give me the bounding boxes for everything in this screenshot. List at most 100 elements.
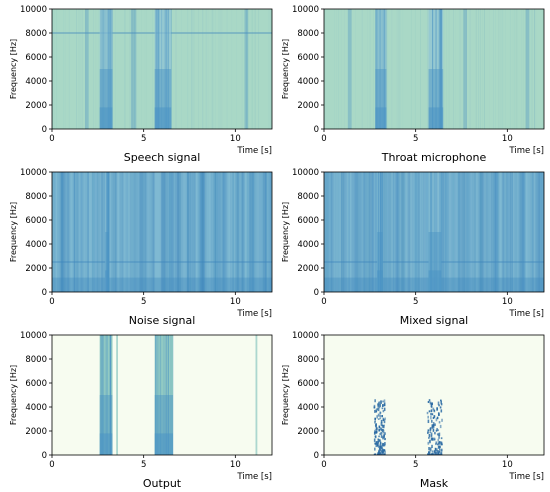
noise-streak xyxy=(140,172,143,292)
noise-streak xyxy=(541,172,544,292)
noise-streak xyxy=(115,172,117,292)
panel-caption: Output xyxy=(143,477,182,490)
noise-streak xyxy=(226,172,229,292)
mask-mark xyxy=(438,404,440,407)
speech-striation xyxy=(107,172,109,292)
noise-streak xyxy=(191,172,193,292)
spectrogram-panel-5: 0 2000 4000 6000 8000 10000 0 5 10 Frequency [Hz]… xyxy=(281,331,545,490)
mask-mark xyxy=(430,409,433,413)
noise-streak xyxy=(352,172,355,292)
mask-mark xyxy=(382,436,384,440)
mask-mark xyxy=(378,435,380,438)
noise-streak xyxy=(354,172,357,292)
noise-streak xyxy=(175,172,179,292)
mask-mark xyxy=(440,409,443,413)
speech-striation xyxy=(436,172,438,292)
noise-streak xyxy=(263,172,267,292)
noise-streak xyxy=(510,172,513,292)
mask-mark xyxy=(432,421,435,425)
speech-striation xyxy=(381,172,383,292)
noise-streak xyxy=(538,172,541,292)
noise-streak xyxy=(263,172,267,292)
speech-striation xyxy=(440,172,442,292)
noise-streak xyxy=(494,172,497,292)
noise-streak xyxy=(187,172,191,292)
y-tick-label: 8000 xyxy=(297,29,319,39)
noise-streak xyxy=(357,172,359,292)
mask-mark xyxy=(378,453,381,455)
mask-mark xyxy=(375,441,378,445)
weak-segment xyxy=(130,9,137,129)
mask-mark xyxy=(374,419,376,423)
noise-streak xyxy=(325,172,329,292)
noise-streak xyxy=(368,172,372,292)
noise-streak xyxy=(490,172,494,292)
noise-streak xyxy=(64,172,67,292)
noise-streak xyxy=(491,172,494,292)
speech-striation xyxy=(110,9,112,129)
speech-striation xyxy=(167,335,169,455)
noise-streak xyxy=(401,172,405,292)
mask-mark xyxy=(434,423,436,426)
speech-striation xyxy=(156,335,158,455)
noise-streak xyxy=(76,172,80,292)
x-tick-label: 5 xyxy=(141,460,146,470)
noise-streak xyxy=(67,172,70,292)
mask-mark xyxy=(384,437,386,441)
mask-mark xyxy=(436,453,438,455)
noise-streak xyxy=(458,172,461,292)
mask-mark xyxy=(378,402,380,406)
noise-streak xyxy=(344,172,346,292)
noise-streak xyxy=(199,172,203,292)
noise-streak xyxy=(139,172,141,292)
noise-streak xyxy=(161,172,163,292)
noise-streak xyxy=(171,172,174,292)
mask-mark xyxy=(383,432,386,436)
speech-striation xyxy=(166,335,167,455)
speech-striation xyxy=(103,335,105,455)
mask-mark xyxy=(382,424,384,428)
y-axis-label: Frequency [Hz] xyxy=(281,365,290,425)
weak-segment xyxy=(222,172,227,292)
noise-streak xyxy=(183,172,186,292)
mask-mark xyxy=(433,453,436,455)
noise-streak xyxy=(448,172,451,292)
mask-mark xyxy=(382,448,384,452)
mask-mark xyxy=(426,411,429,415)
mask-mark xyxy=(381,428,384,433)
y-axis-label: Frequency [Hz] xyxy=(9,202,18,262)
noise-streak xyxy=(96,172,98,292)
noise-streak xyxy=(468,172,471,292)
noise-streak xyxy=(400,172,404,292)
noise-streak xyxy=(395,172,398,292)
mask-mark xyxy=(430,447,432,451)
noise-streak xyxy=(202,172,206,292)
noise-streak xyxy=(149,172,152,292)
mask-mark xyxy=(374,435,377,439)
mask-mark xyxy=(432,407,435,411)
noise-streak xyxy=(93,172,97,292)
speech-striation xyxy=(107,172,108,292)
mask-mark xyxy=(382,404,384,407)
noise-streak xyxy=(324,172,327,292)
x-tick-label: 10 xyxy=(502,134,513,144)
mask-mark xyxy=(381,407,384,410)
speech-striation xyxy=(106,335,108,455)
mask-mark xyxy=(383,426,385,429)
noise-streak xyxy=(343,172,345,292)
noise-streak xyxy=(212,172,214,292)
noise-streak xyxy=(165,172,168,292)
mask-mark xyxy=(377,407,380,412)
mask-mark xyxy=(376,453,379,455)
noise-streak xyxy=(164,172,167,292)
noise-streak xyxy=(140,172,144,292)
y-tick-label: 2000 xyxy=(297,264,319,274)
mask-mark xyxy=(440,400,443,404)
noise-streak xyxy=(150,172,152,292)
noise-streak xyxy=(187,172,190,292)
noise-streak xyxy=(87,172,89,292)
mask-mark xyxy=(374,442,376,445)
speech-striation xyxy=(165,335,167,455)
spectrogram-panel-1: 0 2000 4000 6000 8000 10000 0 5 10 Frequency [Hz]… xyxy=(281,5,545,164)
speech-striation xyxy=(440,9,442,129)
